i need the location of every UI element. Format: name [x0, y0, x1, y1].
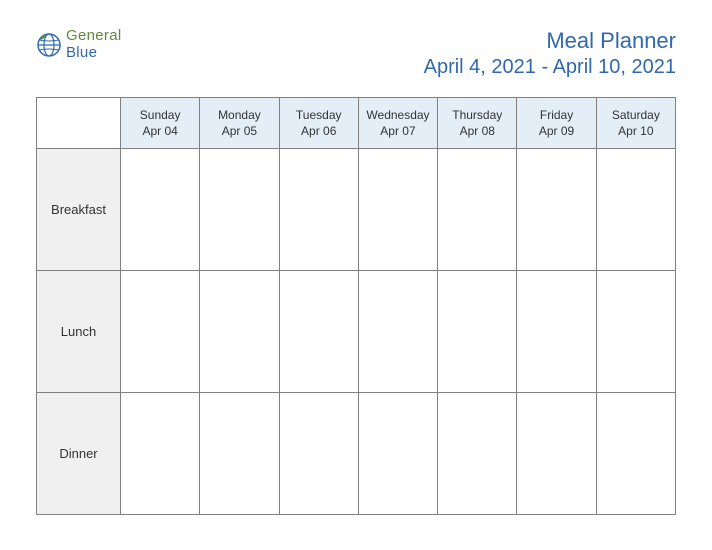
meal-cell[interactable] — [358, 393, 437, 515]
meal-cell[interactable] — [517, 149, 596, 271]
meal-cell[interactable] — [596, 271, 675, 393]
meal-cell[interactable] — [596, 149, 675, 271]
day-header-wednesday: Wednesday Apr 07 — [358, 98, 437, 149]
day-date: Apr 04 — [125, 124, 195, 138]
day-name: Saturday — [601, 108, 671, 122]
day-name: Friday — [521, 108, 591, 122]
meal-cell[interactable] — [200, 393, 279, 515]
page-title: Meal Planner — [424, 28, 676, 54]
meal-label-dinner: Dinner — [37, 393, 121, 515]
day-name: Wednesday — [363, 108, 433, 122]
meal-cell[interactable] — [200, 271, 279, 393]
day-name: Tuesday — [284, 108, 354, 122]
document-header: General Blue Meal Planner April 4, 2021 … — [36, 28, 676, 79]
table-row-dinner: Dinner — [37, 393, 676, 515]
title-block: Meal Planner April 4, 2021 - April 10, 2… — [424, 28, 676, 79]
day-date: Apr 05 — [204, 124, 274, 138]
day-date: Apr 09 — [521, 124, 591, 138]
table-row-lunch: Lunch — [37, 271, 676, 393]
logo-text-blue: Blue — [66, 44, 97, 61]
meal-cell[interactable] — [438, 271, 517, 393]
globe-icon — [36, 32, 62, 58]
day-date: Apr 10 — [601, 124, 671, 138]
meal-cell[interactable] — [596, 393, 675, 515]
logo-text: General Blue — [66, 28, 121, 61]
day-date: Apr 06 — [284, 124, 354, 138]
day-name: Monday — [204, 108, 274, 122]
meal-cell[interactable] — [121, 149, 200, 271]
table-header-row: Sunday Apr 04 Monday Apr 05 Tuesday Apr … — [37, 98, 676, 149]
day-date: Apr 07 — [363, 124, 433, 138]
meal-cell[interactable] — [438, 393, 517, 515]
day-header-thursday: Thursday Apr 08 — [438, 98, 517, 149]
meal-cell[interactable] — [358, 149, 437, 271]
day-header-friday: Friday Apr 09 — [517, 98, 596, 149]
day-name: Sunday — [125, 108, 195, 122]
meal-cell[interactable] — [200, 149, 279, 271]
day-header-sunday: Sunday Apr 04 — [121, 98, 200, 149]
meal-cell[interactable] — [121, 271, 200, 393]
meal-cell[interactable] — [279, 271, 358, 393]
day-header-tuesday: Tuesday Apr 06 — [279, 98, 358, 149]
logo-text-general: General — [66, 27, 121, 44]
table-corner-cell — [37, 98, 121, 149]
meal-cell[interactable] — [517, 271, 596, 393]
meal-cell[interactable] — [438, 149, 517, 271]
meal-cell[interactable] — [279, 393, 358, 515]
day-date: Apr 08 — [442, 124, 512, 138]
table-row-breakfast: Breakfast — [37, 149, 676, 271]
meal-cell[interactable] — [121, 393, 200, 515]
page-subtitle: April 4, 2021 - April 10, 2021 — [424, 56, 676, 79]
day-header-saturday: Saturday Apr 10 — [596, 98, 675, 149]
meal-cell[interactable] — [279, 149, 358, 271]
meal-planner-table: Sunday Apr 04 Monday Apr 05 Tuesday Apr … — [36, 97, 676, 515]
meal-label-breakfast: Breakfast — [37, 149, 121, 271]
day-name: Thursday — [442, 108, 512, 122]
day-header-monday: Monday Apr 05 — [200, 98, 279, 149]
meal-cell[interactable] — [517, 393, 596, 515]
logo: General Blue — [36, 28, 121, 61]
meal-cell[interactable] — [358, 271, 437, 393]
meal-label-lunch: Lunch — [37, 271, 121, 393]
